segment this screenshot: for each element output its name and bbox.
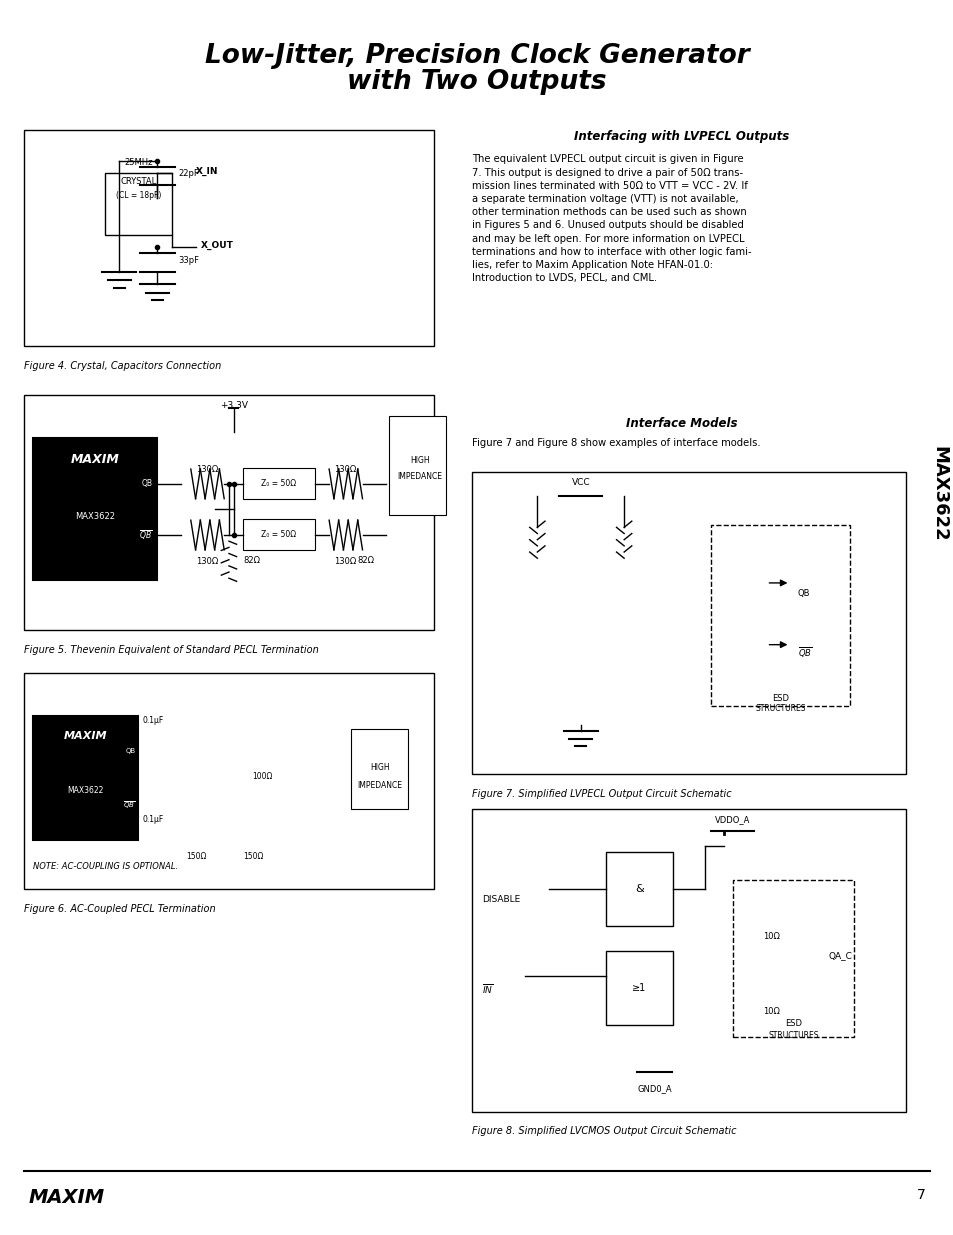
Bar xyxy=(24,130,434,346)
Text: VDDO_A: VDDO_A xyxy=(714,815,750,824)
Text: 130Ω: 130Ω xyxy=(334,557,356,566)
Text: VCC: VCC xyxy=(571,478,590,487)
Bar xyxy=(472,472,905,774)
Bar xyxy=(24,395,434,630)
Text: MAX3622: MAX3622 xyxy=(930,446,947,542)
Text: X_OUT: X_OUT xyxy=(200,241,233,249)
Bar xyxy=(710,525,849,706)
Text: $\overline{QB}$: $\overline{QB}$ xyxy=(123,799,135,811)
Bar xyxy=(605,951,672,1025)
Text: Z₀ = 50Ω: Z₀ = 50Ω xyxy=(261,479,296,488)
Text: +3.3V: +3.3V xyxy=(219,401,248,410)
Text: IMPEDANCE: IMPEDANCE xyxy=(396,472,442,480)
Text: QA_C: QA_C xyxy=(827,951,851,960)
Text: QB: QB xyxy=(797,589,809,598)
Text: (CL = 18pF): (CL = 18pF) xyxy=(115,191,161,200)
Text: QB: QB xyxy=(141,479,152,488)
Text: 82Ω: 82Ω xyxy=(243,556,260,564)
Text: 130Ω: 130Ω xyxy=(195,557,218,566)
Text: MAXIM: MAXIM xyxy=(29,1188,105,1207)
Text: MAXIM: MAXIM xyxy=(71,453,120,467)
Text: Figure 7. Simplified LVPECL Output Circuit Schematic: Figure 7. Simplified LVPECL Output Circu… xyxy=(472,789,731,799)
Text: 7: 7 xyxy=(916,1188,924,1202)
Text: 0.1μF: 0.1μF xyxy=(142,815,163,824)
Text: 10Ω: 10Ω xyxy=(762,932,780,941)
Text: $\overline{QB}$: $\overline{QB}$ xyxy=(139,529,152,541)
Text: Interface Models: Interface Models xyxy=(626,417,737,431)
Text: QB: QB xyxy=(125,748,135,753)
Text: 150Ω: 150Ω xyxy=(243,852,263,861)
Text: STRUCTURES: STRUCTURES xyxy=(755,704,805,713)
Text: Figure 8. Simplified LVCMOS Output Circuit Schematic: Figure 8. Simplified LVCMOS Output Circu… xyxy=(472,1126,736,1136)
Text: &: & xyxy=(634,884,643,894)
Text: NOTE: AC-COUPLING IS OPTIONAL.: NOTE: AC-COUPLING IS OPTIONAL. xyxy=(33,862,178,871)
Text: 150Ω: 150Ω xyxy=(186,852,206,861)
Text: Z₀ = 50Ω: Z₀ = 50Ω xyxy=(261,530,296,538)
Bar xyxy=(105,173,172,235)
Text: ESD: ESD xyxy=(784,1019,801,1028)
Text: The equivalent LVPECL output circuit is given in Figure
7. This output is design: The equivalent LVPECL output circuit is … xyxy=(472,154,751,283)
Text: $\overline{IN}$: $\overline{IN}$ xyxy=(481,982,493,995)
Text: IMPEDANCE: IMPEDANCE xyxy=(356,781,402,789)
Text: Figure 4. Crystal, Capacitors Connection: Figure 4. Crystal, Capacitors Connection xyxy=(24,361,221,370)
Text: Figure 5. Thevenin Equivalent of Standard PECL Termination: Figure 5. Thevenin Equivalent of Standar… xyxy=(24,645,318,655)
Text: Interfacing with LVPECL Outputs: Interfacing with LVPECL Outputs xyxy=(574,130,789,143)
Text: 100Ω: 100Ω xyxy=(252,772,273,781)
Text: 10Ω: 10Ω xyxy=(762,1007,780,1015)
Text: with Two Outputs: with Two Outputs xyxy=(347,69,606,95)
Text: Low-Jitter, Precision Clock Generator: Low-Jitter, Precision Clock Generator xyxy=(204,43,749,69)
Text: HIGH: HIGH xyxy=(370,763,389,772)
Text: 33pF: 33pF xyxy=(178,256,199,264)
Text: 0.1μF: 0.1μF xyxy=(142,716,163,725)
Text: 130Ω: 130Ω xyxy=(195,466,218,474)
Text: 130Ω: 130Ω xyxy=(334,466,356,474)
Text: ≥1: ≥1 xyxy=(632,983,645,993)
Bar xyxy=(605,852,672,926)
Text: HIGH: HIGH xyxy=(410,457,429,466)
Text: 82Ω: 82Ω xyxy=(357,556,375,564)
Bar xyxy=(351,729,408,809)
Text: Figure 7 and Figure 8 show examples of interface models.: Figure 7 and Figure 8 show examples of i… xyxy=(472,438,760,448)
Text: Figure 6. AC-Coupled PECL Termination: Figure 6. AC-Coupled PECL Termination xyxy=(24,904,215,914)
Text: ESD: ESD xyxy=(771,694,788,703)
Bar xyxy=(33,438,157,580)
Bar xyxy=(472,809,905,1112)
Text: $\overline{QB}$: $\overline{QB}$ xyxy=(797,645,811,659)
Text: X_IN: X_IN xyxy=(195,167,218,175)
Text: STRUCTURES: STRUCTURES xyxy=(767,1031,818,1040)
Text: CRYSTAL: CRYSTAL xyxy=(120,177,156,185)
Bar xyxy=(33,716,138,840)
Text: MAX3622: MAX3622 xyxy=(68,785,104,795)
Text: MAXIM: MAXIM xyxy=(64,731,108,741)
Bar xyxy=(243,468,314,499)
Text: 25MHz: 25MHz xyxy=(124,158,152,167)
Bar xyxy=(732,881,853,1037)
Bar xyxy=(389,416,446,515)
Text: DISABLE: DISABLE xyxy=(481,895,519,904)
Text: MAX3622: MAX3622 xyxy=(75,513,115,521)
Text: GND0_A: GND0_A xyxy=(637,1084,671,1093)
Text: 22pF: 22pF xyxy=(178,169,199,178)
Bar xyxy=(243,519,314,550)
Bar xyxy=(24,673,434,889)
